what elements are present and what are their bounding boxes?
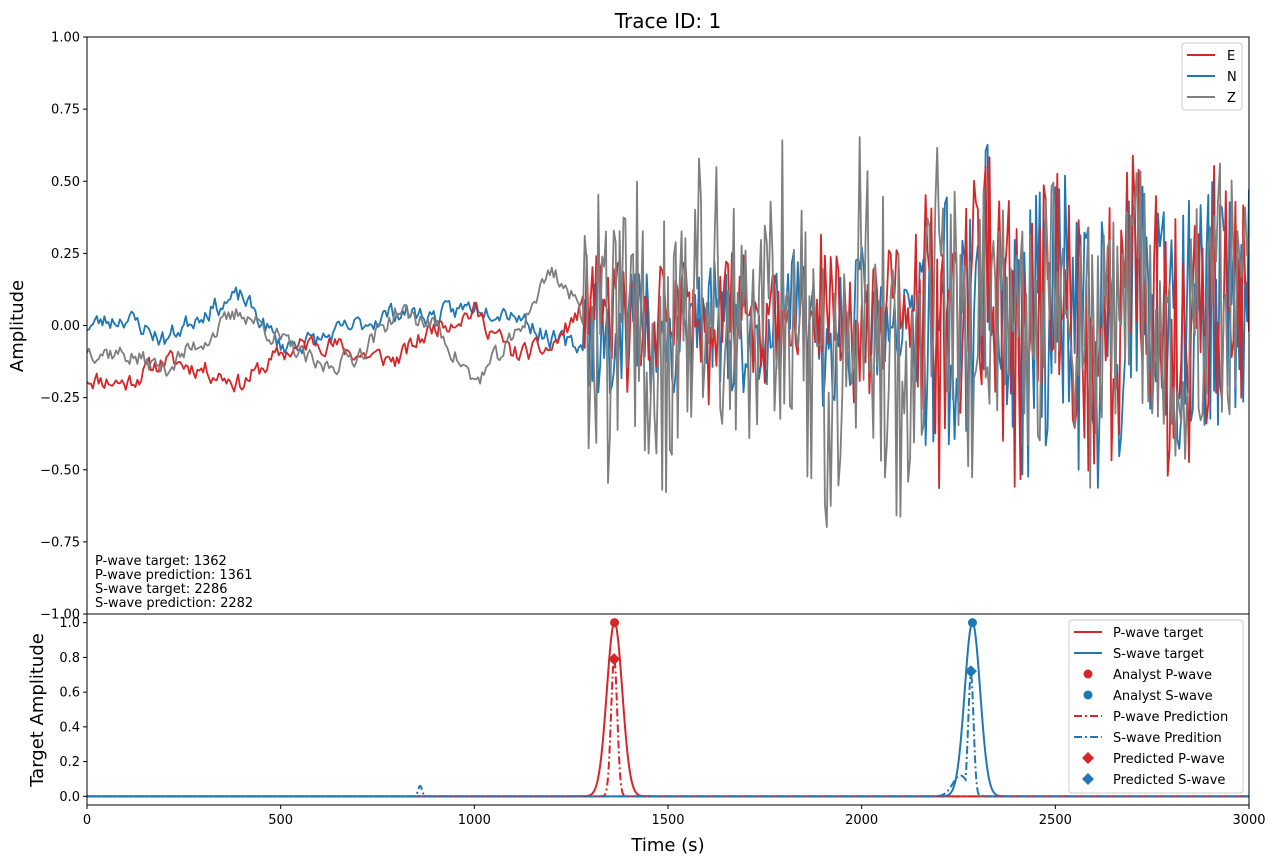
- marker-predicted-s-wave: [964, 665, 977, 678]
- waveform-y-axis: −1.00 −0.75 −0.50 −0.25 0.00 0.25 0.50 0.75 1.00: [40, 31, 87, 623]
- waveform-y-tick-label: −0.75: [40, 535, 80, 550]
- target-y-tick-label: 0.4: [59, 720, 80, 735]
- waveform-y-tick-label: 0.00: [51, 319, 80, 334]
- target-legend: P-wave target S-wave target Analyst P-wave…: [1068, 619, 1244, 794]
- target-axes-ticks: 0.0 0.2 0.4 0.6 0.8 1.0 0 500 1000 1500 2000 2500 30…: [59, 616, 1265, 828]
- x-axis-label: Time (s): [630, 835, 704, 856]
- waveform-y-tick-label: 0.75: [51, 103, 80, 118]
- waveform-legend-label: E: [1227, 49, 1235, 64]
- target-legend-label: S-wave target: [1113, 647, 1204, 662]
- annotation-s-prediction: S-wave prediction: 2282: [95, 596, 253, 611]
- pick-annotations: P-wave target: 1362 P-wave prediction: 1…: [95, 554, 253, 611]
- x-tick-label: 1000: [458, 813, 491, 828]
- waveform-plot: −1.00 −0.75 −0.50 −0.25 0.00 0.25 0.50 0.75 1.00…: [7, 31, 1250, 623]
- target-legend-box: [1068, 619, 1244, 794]
- target-y-label: Target Amplitude: [27, 633, 48, 788]
- waveform-y-tick-label: 0.50: [51, 175, 80, 190]
- target-markers-group: [608, 618, 977, 678]
- x-tick-label: 1500: [651, 813, 684, 828]
- waveform-y-tick-label: 0.25: [51, 247, 80, 262]
- target-legend-label: Predicted S-wave: [1113, 773, 1225, 788]
- target-legend-swatch: [1082, 773, 1094, 785]
- marker-analyst-p-wave: [610, 618, 620, 628]
- annotation-p-prediction: P-wave prediction: 1361: [95, 568, 253, 583]
- annotation-p-target: P-wave target: 1362: [95, 554, 227, 569]
- x-tick-label: 2000: [845, 813, 878, 828]
- target-legend-label: S-wave Predition: [1113, 731, 1222, 746]
- waveform-trace-z: [87, 136, 1249, 528]
- target-y-tick-label: 0.0: [59, 790, 80, 805]
- waveform-y-label: Amplitude: [7, 280, 28, 372]
- target-y-tick-label: 1.0: [59, 616, 80, 631]
- target-legend-label: Predicted P-wave: [1113, 752, 1225, 767]
- target-curve-s-wave-predition: [87, 671, 1249, 798]
- target-legend-swatch: [1082, 752, 1094, 764]
- target-axes-frame: [86, 613, 1250, 806]
- waveform-y-tick-label: −1.00: [40, 608, 80, 623]
- x-tick-label: 3000: [1232, 813, 1265, 828]
- target-legend-label: Analyst S-wave: [1113, 689, 1213, 704]
- waveform-y-tick-label: −0.25: [40, 391, 80, 406]
- chart-title: Trace ID: 1: [614, 9, 722, 33]
- marker-analyst-s-wave: [967, 618, 977, 628]
- waveform-y-tick-label: 1.00: [51, 31, 80, 46]
- x-tick-label: 0: [83, 813, 91, 828]
- target-y-tick-label: 0.2: [59, 755, 80, 770]
- target-legend-swatch: [1083, 690, 1093, 700]
- waveform-y-tick-label: −0.50: [40, 463, 80, 478]
- waveform-legend-label: N: [1227, 70, 1237, 85]
- x-tick-label: 500: [268, 813, 293, 828]
- target-legend-label: P-wave Prediction: [1113, 710, 1228, 725]
- target-legend-swatch: [1083, 669, 1093, 679]
- target-legend-label: P-wave target: [1113, 626, 1203, 641]
- target-legend-label: Analyst P-wave: [1113, 668, 1212, 683]
- x-tick-label: 2500: [1039, 813, 1072, 828]
- annotation-s-target: S-wave target: 2286: [95, 582, 228, 597]
- target-plot: 0.0 0.2 0.4 0.6 0.8 1.0 0 500 1000 1500 2000 2500 30…: [27, 613, 1266, 856]
- waveform-legend-label: Z: [1227, 91, 1236, 106]
- target-y-tick-label: 0.6: [59, 686, 80, 701]
- target-series-group: [87, 621, 1249, 798]
- marker-predicted-p-wave: [608, 653, 621, 666]
- waveform-legend: ENZ: [1181, 42, 1243, 111]
- waveform-series-group: [87, 136, 1249, 528]
- target-y-tick-label: 0.8: [59, 651, 80, 666]
